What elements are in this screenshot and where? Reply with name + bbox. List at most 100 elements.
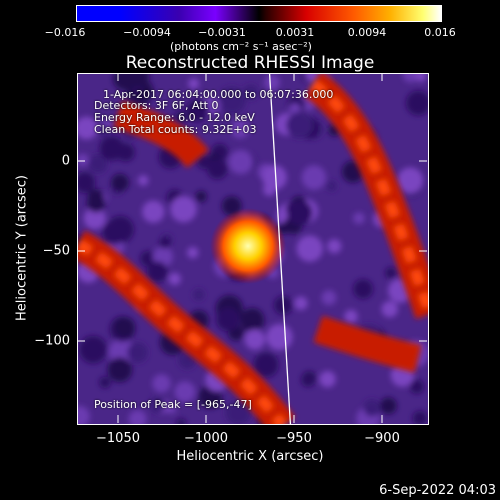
noise-blob	[264, 74, 280, 91]
annotation-peak: Position of Peak = [-965,-47]	[94, 398, 252, 411]
noise-blob	[168, 272, 181, 286]
noise-blob	[321, 290, 337, 306]
noise-blob	[111, 173, 129, 192]
noise-blob	[83, 207, 106, 230]
noise-blob	[253, 352, 279, 378]
noise-blob	[174, 381, 196, 403]
noise-blob	[79, 335, 107, 364]
noise-blob	[159, 237, 171, 249]
noise-blob	[99, 136, 124, 161]
y-tick-label: 0	[61, 153, 70, 169]
noise-blob	[188, 78, 200, 90]
peak-source	[210, 208, 286, 284]
noise-blob	[78, 116, 98, 140]
noise-blob	[149, 396, 166, 413]
colorbar-units: (photons cm⁻² s⁻¹ asec⁻²)	[170, 40, 312, 53]
colorbar-tick: −0.016	[44, 26, 86, 39]
noise-blob	[262, 165, 287, 190]
noise-blob	[402, 74, 419, 83]
colorbar-tick: 0.0031	[275, 26, 315, 39]
noise-blob	[216, 307, 241, 332]
noise-blob	[78, 405, 90, 424]
noise-blob	[244, 329, 265, 350]
annotation-energy: Energy Range: 6.0 - 12.0 keV	[94, 111, 255, 124]
noise-blob	[174, 111, 187, 124]
noise-blob	[170, 196, 197, 223]
noise-blob	[228, 150, 253, 174]
noise-blob	[152, 374, 171, 393]
noise-blob	[99, 376, 111, 389]
annotation-detectors: Detectors: 3F 6F, Att 0	[94, 99, 219, 112]
y-axis-label: Heliocentric Y (arcsec)	[14, 175, 30, 321]
colorbar-tick: 0.0094	[347, 26, 387, 39]
noise-blob	[185, 99, 209, 122]
noise-blob	[88, 154, 108, 174]
noise-blob	[319, 371, 336, 388]
x-tick-label: −1000	[184, 431, 228, 446]
noise-blob	[96, 124, 109, 137]
noise-blob	[102, 220, 126, 245]
noise-blob	[344, 309, 358, 324]
noise-blob	[353, 212, 365, 224]
footer-date: 6-Sep-2022 04:03	[379, 483, 496, 498]
colorbar-tick: −0.0031	[198, 26, 246, 39]
noise-blob	[127, 342, 148, 363]
noise-blob	[207, 158, 228, 180]
noise-blob	[218, 86, 246, 115]
noise-blob	[78, 153, 89, 166]
noise-blob	[327, 239, 342, 254]
annotation-clean: Clean Total counts: 9.32E+03	[94, 123, 257, 136]
noise-blob	[113, 74, 137, 91]
noise-blob	[385, 267, 397, 279]
noise-blob	[406, 90, 428, 116]
noise-blob	[137, 175, 149, 186]
annotation-time: 1-Apr-2017 06:04:00.000 to 06:07:36.000	[103, 88, 334, 101]
noise-blob	[294, 296, 308, 310]
noise-blob	[140, 250, 156, 267]
noise-blob	[176, 418, 187, 424]
y-tick-label: −100	[34, 333, 70, 349]
noise-blob	[142, 200, 165, 223]
colorbar-tick: −0.0094	[123, 26, 171, 39]
noise-blob	[301, 165, 327, 190]
noise-blob	[225, 399, 252, 424]
noise-blob	[409, 379, 424, 394]
y-tick-label: −50	[42, 243, 70, 259]
noise-blob	[195, 190, 207, 203]
colorbar-tick: 0.016	[424, 26, 456, 39]
noise-blob	[240, 307, 265, 333]
x-tick-label: −900	[364, 431, 400, 446]
noise-blob	[193, 288, 205, 301]
noise-blob	[353, 279, 373, 299]
x-axis-label: Heliocentric X (arcsec)	[176, 449, 324, 464]
noise-blob	[87, 189, 104, 206]
noise-blob	[78, 171, 96, 193]
noise-blob	[301, 372, 316, 387]
noise-blob	[412, 410, 428, 424]
noise-blob	[289, 103, 301, 115]
noise-blob	[146, 261, 168, 283]
noise-blob	[230, 119, 250, 139]
noise-blob	[414, 74, 427, 82]
noise-blob	[305, 74, 319, 82]
image-title: Reconstructed RHESSI Image	[125, 53, 375, 73]
rhessi-image[interactable]: 1-Apr-2017 06:04:00.000 to 06:07:36.000 …	[77, 73, 429, 425]
noise-blob	[286, 112, 313, 139]
noise-blob	[128, 410, 147, 424]
noise-blob	[287, 200, 313, 226]
noise-blob	[243, 84, 259, 100]
noise-blob	[187, 246, 199, 259]
x-tick-label: −1050	[96, 431, 140, 446]
solar-limb	[268, 74, 292, 424]
noise-blob	[114, 317, 136, 338]
noise-blob	[108, 338, 135, 365]
noise-blob	[326, 180, 337, 192]
noise-blob	[380, 397, 397, 415]
image-map	[78, 74, 428, 424]
emission-arcs	[78, 74, 428, 424]
noise-blob	[397, 167, 424, 194]
noise-blob	[363, 399, 381, 417]
noise-blob	[381, 301, 398, 318]
noise-blob	[107, 357, 133, 383]
